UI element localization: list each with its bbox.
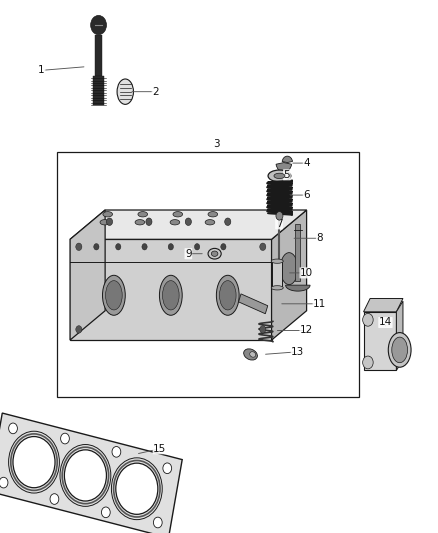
Circle shape xyxy=(91,15,106,35)
Ellipse shape xyxy=(268,170,291,182)
Circle shape xyxy=(276,212,283,220)
Polygon shape xyxy=(70,210,105,340)
Circle shape xyxy=(94,244,99,250)
Circle shape xyxy=(112,447,121,457)
Polygon shape xyxy=(286,285,310,291)
Ellipse shape xyxy=(173,212,183,217)
Polygon shape xyxy=(93,76,104,105)
Ellipse shape xyxy=(271,259,283,263)
Circle shape xyxy=(185,218,191,225)
Text: 13: 13 xyxy=(291,347,304,357)
Wedge shape xyxy=(282,156,293,163)
Circle shape xyxy=(50,494,59,504)
Circle shape xyxy=(194,244,200,250)
Circle shape xyxy=(146,218,152,225)
Circle shape xyxy=(76,326,82,333)
Ellipse shape xyxy=(216,275,239,315)
Polygon shape xyxy=(95,35,102,76)
Polygon shape xyxy=(364,312,396,370)
Circle shape xyxy=(153,517,162,528)
Polygon shape xyxy=(0,413,182,533)
Polygon shape xyxy=(239,294,268,314)
Polygon shape xyxy=(364,298,403,312)
Ellipse shape xyxy=(208,248,221,259)
Polygon shape xyxy=(70,239,272,340)
Ellipse shape xyxy=(135,220,145,225)
Circle shape xyxy=(0,477,8,488)
Ellipse shape xyxy=(208,212,218,217)
Ellipse shape xyxy=(159,275,182,315)
Ellipse shape xyxy=(106,280,122,310)
Text: 12: 12 xyxy=(300,326,313,335)
Circle shape xyxy=(142,244,147,250)
Ellipse shape xyxy=(117,79,134,104)
Polygon shape xyxy=(70,210,307,239)
Text: 6: 6 xyxy=(303,190,310,200)
Circle shape xyxy=(163,463,172,474)
Text: 5: 5 xyxy=(283,170,290,180)
Circle shape xyxy=(363,356,373,369)
Circle shape xyxy=(13,437,55,488)
Circle shape xyxy=(221,244,226,250)
Wedge shape xyxy=(276,163,292,172)
Circle shape xyxy=(116,463,158,514)
Ellipse shape xyxy=(170,220,180,225)
Circle shape xyxy=(60,433,69,444)
Text: 15: 15 xyxy=(153,444,166,454)
Ellipse shape xyxy=(211,251,218,256)
Circle shape xyxy=(76,243,82,251)
Circle shape xyxy=(64,450,106,501)
Polygon shape xyxy=(295,224,300,281)
Circle shape xyxy=(260,326,266,333)
Polygon shape xyxy=(272,210,307,340)
Ellipse shape xyxy=(389,333,411,367)
Text: 8: 8 xyxy=(316,233,323,243)
Ellipse shape xyxy=(271,286,283,290)
Ellipse shape xyxy=(100,220,110,225)
Text: 1: 1 xyxy=(38,66,45,75)
Circle shape xyxy=(225,218,231,225)
Circle shape xyxy=(102,507,110,518)
Polygon shape xyxy=(396,301,403,370)
Circle shape xyxy=(363,313,373,326)
Text: 9: 9 xyxy=(185,249,192,259)
Ellipse shape xyxy=(392,337,407,362)
Circle shape xyxy=(168,244,173,250)
Polygon shape xyxy=(272,261,282,288)
Text: 4: 4 xyxy=(303,158,310,168)
Ellipse shape xyxy=(219,280,236,310)
Ellipse shape xyxy=(250,352,256,357)
Text: 7: 7 xyxy=(276,219,283,229)
Circle shape xyxy=(9,423,18,434)
Ellipse shape xyxy=(138,212,148,217)
Circle shape xyxy=(106,218,113,225)
Ellipse shape xyxy=(280,253,298,285)
Circle shape xyxy=(116,244,121,250)
Text: 10: 10 xyxy=(300,268,313,278)
Ellipse shape xyxy=(205,220,215,225)
Ellipse shape xyxy=(244,349,258,360)
Text: 14: 14 xyxy=(379,318,392,327)
Circle shape xyxy=(260,243,266,251)
Ellipse shape xyxy=(274,173,285,179)
Ellipse shape xyxy=(103,212,113,217)
Ellipse shape xyxy=(102,275,125,315)
Text: 11: 11 xyxy=(313,299,326,309)
Text: 2: 2 xyxy=(152,87,159,96)
Ellipse shape xyxy=(162,280,179,310)
Text: 3: 3 xyxy=(213,139,220,149)
